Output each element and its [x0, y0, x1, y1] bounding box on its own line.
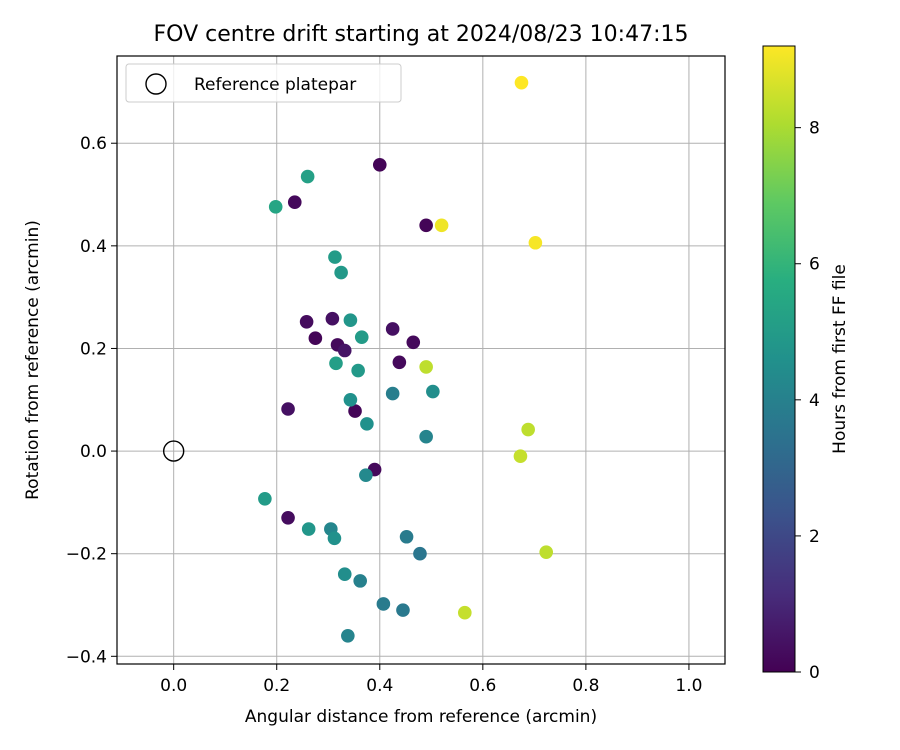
y-tick-label: −0.4 — [66, 647, 107, 667]
scatter-point — [385, 322, 400, 336]
scatter-point — [258, 491, 272, 506]
chart-title: FOV centre drift starting at 2024/08/23 … — [154, 22, 689, 47]
colorbar-tick-label: 0 — [809, 663, 820, 683]
reference-point — [162, 440, 185, 462]
scatter-point — [327, 531, 342, 546]
scatter-point — [419, 218, 433, 233]
y-axis-ticks: −0.4 −0.2 0.0 0.2 0.4 0.6 — [66, 134, 117, 667]
y-axis-label: Rotation from reference (arcmin) — [23, 220, 43, 500]
scatter-point — [426, 384, 440, 399]
scatter-point — [360, 417, 374, 431]
scatter-point — [343, 392, 358, 407]
scatter-point — [281, 402, 295, 416]
scatter-point — [343, 313, 358, 328]
y-tick-label: 0.6 — [80, 134, 107, 154]
legend: Reference platepar — [125, 63, 402, 103]
scatter-point — [376, 597, 391, 611]
scatter-points — [258, 75, 554, 643]
x-tick-label: 0.2 — [263, 676, 290, 696]
scatter-point — [413, 546, 427, 561]
x-tick-label: 1.0 — [675, 676, 702, 696]
scatter-point — [351, 363, 365, 378]
scatter-point — [419, 429, 433, 444]
scatter-point — [514, 75, 529, 90]
scatter-point — [513, 449, 528, 464]
scatter-point — [300, 169, 315, 184]
x-tick-label: 0.6 — [469, 676, 496, 696]
scatter-point — [281, 510, 295, 525]
scatter-point — [372, 157, 387, 172]
scatter-point — [521, 422, 535, 437]
legend-marker — [145, 73, 167, 95]
legend-entry-reference-platepar: Reference platepar — [194, 75, 356, 95]
y-tick-label: 0.2 — [80, 339, 107, 359]
x-tick-label: 0.8 — [572, 676, 599, 696]
scatter-point — [528, 235, 543, 250]
y-tick-label: 0.4 — [80, 237, 107, 257]
legend-box — [125, 63, 402, 103]
scatter-point — [329, 356, 343, 371]
scatter-point — [299, 314, 314, 329]
scatter-point — [334, 265, 348, 280]
scatter-point — [434, 218, 449, 233]
scatter-point — [359, 468, 373, 482]
scatter-point — [354, 330, 369, 344]
scatter-point — [328, 250, 342, 264]
scatter-point — [348, 404, 362, 418]
scatter-point — [337, 343, 352, 358]
scatter-point — [268, 200, 283, 214]
scatter-point — [396, 603, 410, 617]
scatter-point — [406, 335, 421, 350]
scatter-point — [419, 360, 433, 374]
x-axis-label: Angular distance from reference (arcmin) — [245, 707, 597, 727]
scatter-point — [308, 331, 323, 345]
x-tick-label: 0.4 — [366, 676, 393, 696]
colorbar-ticks: 0 2 4 6 8 — [795, 119, 820, 683]
colorbar-tick-label: 2 — [809, 527, 820, 547]
scatter-point — [337, 567, 352, 582]
scatter-point — [539, 545, 554, 559]
scatter-point — [399, 529, 414, 544]
colorbar: 0 2 4 6 8 Hours from first FF file — [762, 45, 850, 683]
y-tick-label: 0.0 — [80, 442, 107, 462]
scatter-point — [341, 628, 355, 643]
scatter-point — [353, 574, 368, 588]
plot-area-frame — [116, 55, 726, 665]
colorbar-label: Hours from first FF file — [830, 264, 850, 454]
scatter-point — [287, 195, 302, 210]
colorbar-tick-label: 8 — [809, 119, 820, 139]
colorbar-gradient — [762, 45, 796, 673]
scatter-point — [385, 386, 400, 401]
x-tick-label: 0.0 — [160, 676, 187, 696]
scatter-point — [325, 311, 340, 326]
scatter-point — [457, 605, 472, 620]
scatter-point — [301, 522, 316, 536]
colorbar-tick-label: 6 — [809, 255, 820, 275]
x-axis-ticks: 0.0 0.2 0.4 0.6 0.8 1.0 — [160, 664, 702, 696]
scatter-point — [392, 355, 407, 370]
colorbar-tick-label: 4 — [809, 391, 820, 411]
y-tick-label: −0.2 — [66, 545, 107, 565]
grid-lines — [117, 56, 725, 664]
